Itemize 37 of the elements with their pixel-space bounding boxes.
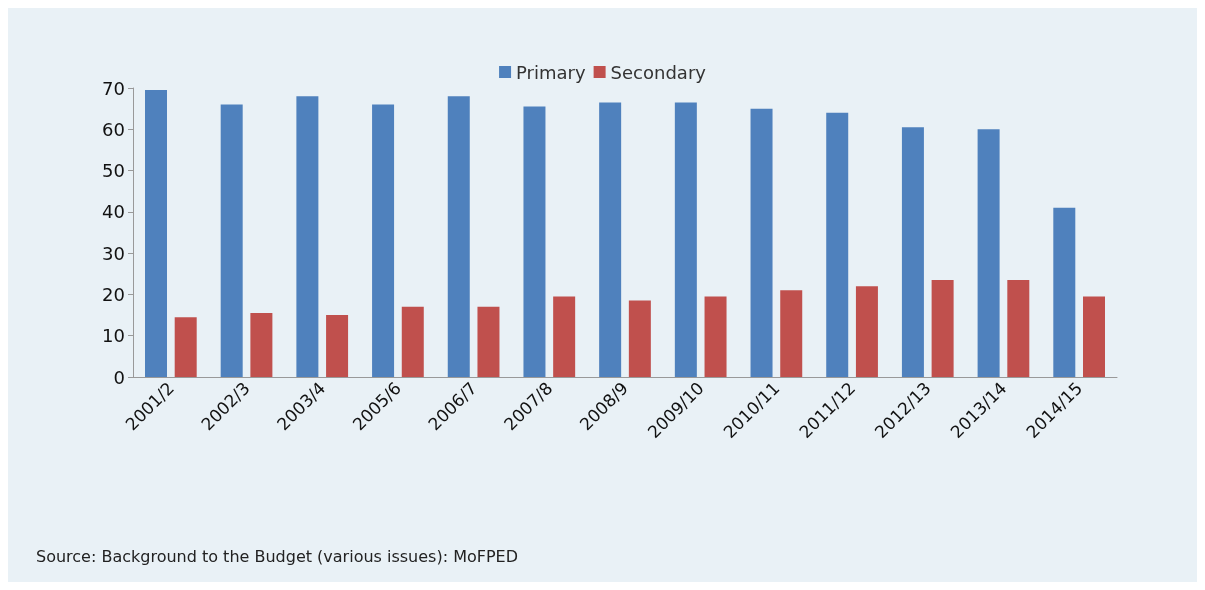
source-note: Source: Background to the Budget (various issues): MoFPED (36, 546, 519, 566)
y-tick-label: 30 (102, 242, 125, 264)
bar (704, 296, 727, 377)
bar (553, 296, 576, 377)
legend-label: Primary (516, 61, 586, 83)
bar (145, 90, 167, 377)
bar (826, 112, 849, 377)
bar (855, 286, 878, 377)
y-tick-label: 20 (102, 283, 125, 305)
bar (372, 104, 395, 377)
bar (174, 317, 197, 377)
y-tick-label: 70 (102, 77, 125, 99)
bar (674, 102, 697, 377)
bar (296, 96, 319, 377)
bar (931, 279, 954, 377)
bar (628, 300, 651, 377)
y-tick-label: 0 (113, 366, 125, 388)
bar (220, 104, 243, 377)
bar (523, 106, 546, 377)
legend-label: Secondary (610, 61, 707, 83)
bar (780, 290, 803, 377)
bar (447, 96, 470, 377)
y-tick-label: 50 (102, 160, 125, 182)
y-tick-label: 60 (102, 118, 125, 140)
y-tick-label: 40 (102, 201, 125, 223)
bar (901, 127, 924, 377)
y-tick-label: 10 (102, 325, 125, 347)
bar (401, 306, 424, 377)
bar (599, 102, 622, 377)
bar (750, 108, 773, 377)
bar (1083, 296, 1105, 377)
bar (250, 313, 273, 377)
bar (326, 315, 349, 377)
bar (1007, 279, 1030, 377)
bar (477, 306, 500, 377)
bar (1053, 207, 1076, 377)
bar (977, 129, 1000, 377)
